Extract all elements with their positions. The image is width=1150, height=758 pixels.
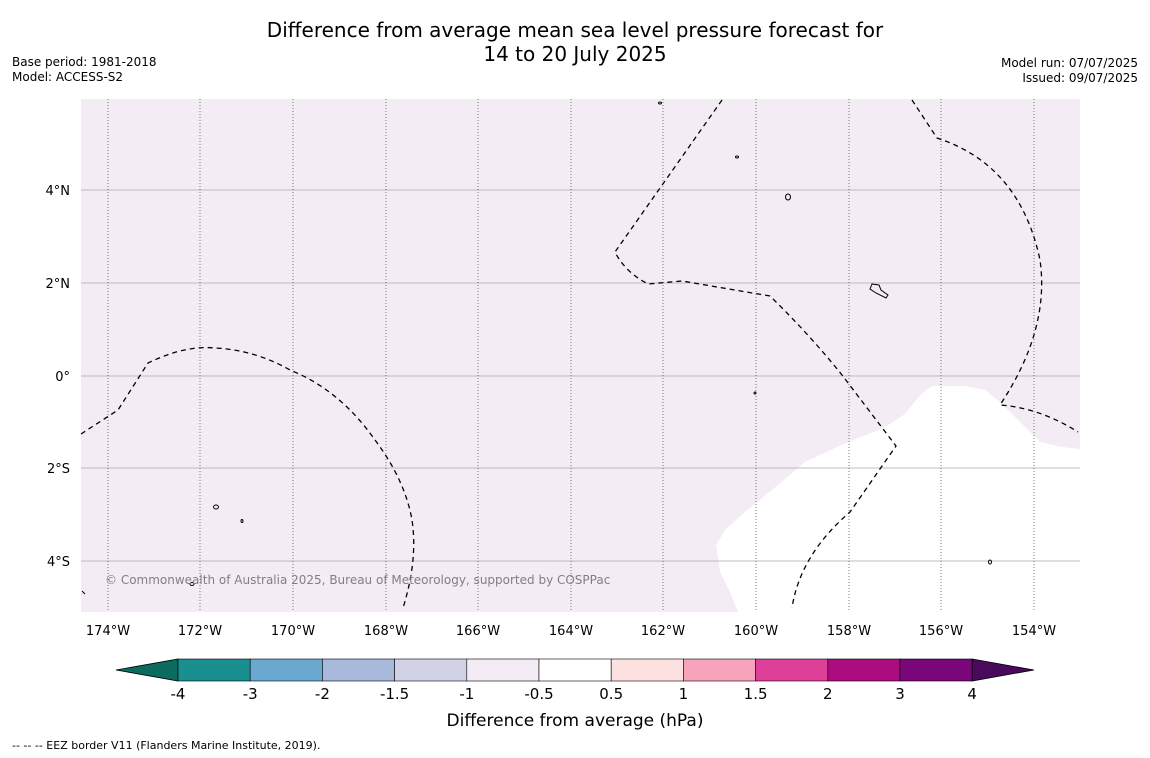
colorbar-tick-label: -0.5: [524, 685, 553, 703]
lat-tick-label: 4°N: [46, 184, 71, 199]
lon-tick-labels: 174°W 172°W 170°W 168°W 166°W 164°W 162°…: [86, 624, 1056, 639]
lat-tick-label: 0°: [55, 370, 70, 385]
lon-tick-label: 168°W: [364, 624, 408, 639]
eez-border-east: [911, 99, 1079, 433]
title-line-2: 14 to 20 July 2025: [483, 42, 667, 66]
lon-tick-label: 154°W: [1012, 624, 1056, 639]
colorbar-tick-label: 0.5: [599, 685, 623, 703]
lon-tick-label: 158°W: [827, 624, 871, 639]
map-title: Difference from average mean sea level p…: [0, 18, 1150, 66]
colorbar-bin: [683, 658, 756, 682]
lon-tick-label: 164°W: [549, 624, 593, 639]
colorbar-tick-label: 2: [823, 685, 833, 703]
lon-tick-label: 160°W: [734, 624, 778, 639]
issued-date: Issued: 09/07/2025: [1022, 71, 1138, 85]
colorbar-tick-label: 3: [895, 685, 905, 703]
colorbar-tick-label: -1: [459, 685, 474, 703]
colorbar-bin: [394, 658, 468, 682]
lat-tick-label: 4°S: [47, 555, 70, 570]
copyright-credit: © Commonwealth of Australia 2025, Bureau…: [105, 573, 610, 587]
colorbar-tick-label: -2: [315, 685, 330, 703]
colorbar-bin: [322, 658, 395, 682]
eez-footnote: -- -- -- EEZ border V11 (Flanders Marine…: [12, 739, 321, 752]
colorbar-bin: [899, 658, 973, 682]
colorbar-extend-min: [115, 658, 179, 682]
lat-gridlines: [81, 189, 1080, 562]
eez-borders: [80, 99, 1079, 609]
colorbar-bin: [177, 658, 251, 682]
colorbar-tick-label: -1.5: [380, 685, 409, 703]
colorbar-bin: [610, 658, 684, 682]
lon-tick-label: 174°W: [86, 624, 130, 639]
meta-right: Model run: 07/07/2025 Issued: 09/07/2025: [1001, 56, 1138, 86]
colorbar-title: Difference from average (hPa): [447, 711, 704, 731]
lat-tick-label: 2°S: [47, 462, 70, 477]
model-run: Model run: 07/07/2025: [1000, 56, 1138, 70]
lat-tick-labels: 4°N 2°N 0° 2°S 4°S: [46, 184, 71, 570]
colorbar: [115, 658, 1035, 682]
base-period: Base period: 1981-2018: [12, 55, 157, 69]
lon-tick-label: 172°W: [178, 624, 222, 639]
colorbar-bin: [466, 658, 540, 682]
colorbar-tick-label: 4: [967, 685, 977, 703]
colorbar-bin: [827, 658, 901, 682]
colorbar-labels: -4 -3 -2 -1.5 -1 -0.5 0.5 1 1.5 2 3 4: [171, 685, 977, 703]
colorbar-bin: [249, 658, 323, 682]
colorbar-tick-label: 1.5: [744, 685, 768, 703]
colorbar-extend-max: [971, 658, 1035, 682]
model-name: Model: ACCESS-S2: [12, 70, 124, 84]
lat-tick-label: 2°N: [46, 277, 71, 292]
lon-tick-label: 170°W: [271, 624, 315, 639]
colorbar-bin: [538, 658, 612, 682]
colorbar-bin: [755, 658, 829, 682]
eez-border-west: [80, 346, 415, 609]
near-zero-region: [716, 386, 1080, 612]
lon-tick-label: 156°W: [919, 624, 963, 639]
meta-left: Base period: 1981-2018 Model: ACCESS-S2: [12, 55, 157, 85]
colorbar-tick-label: -4: [171, 685, 186, 703]
colorbar-tick-label: -3: [243, 685, 258, 703]
islands: [81, 101, 992, 595]
lon-tick-label: 166°W: [456, 624, 500, 639]
lon-tick-label: 162°W: [641, 624, 685, 639]
title-line-1: Difference from average mean sea level p…: [266, 18, 884, 42]
colorbar-tick-label: 1: [679, 685, 689, 703]
